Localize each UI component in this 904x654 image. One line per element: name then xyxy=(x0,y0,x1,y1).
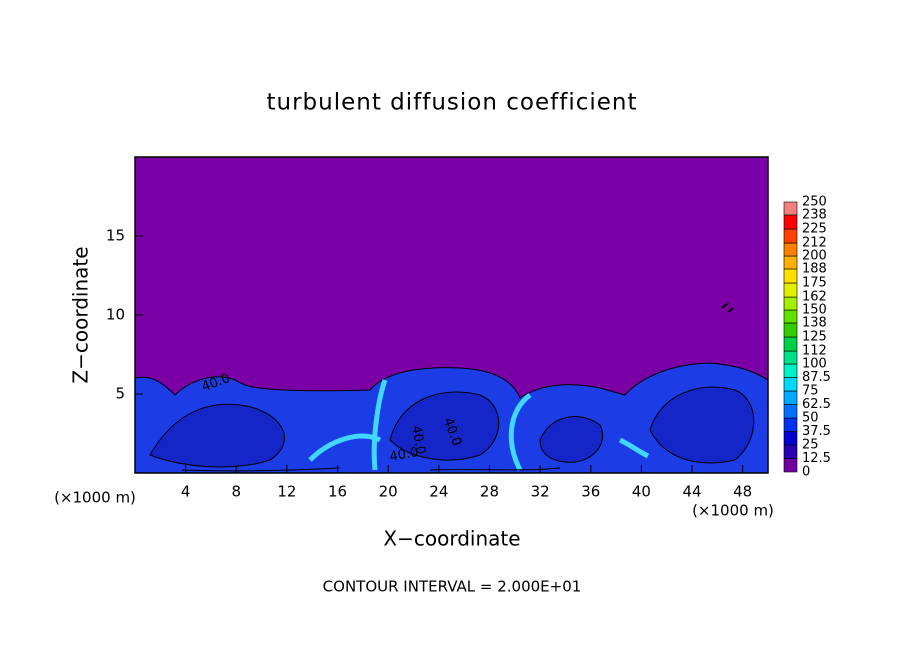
colorbar-segment xyxy=(783,282,798,298)
colorbar-segment xyxy=(783,377,798,392)
x-tick-label: 20 xyxy=(379,483,398,501)
colorbar-label: 212 xyxy=(802,236,827,251)
x-tick-label: 32 xyxy=(531,483,550,501)
colorbar-segment xyxy=(783,350,798,365)
field-eddy xyxy=(149,403,285,468)
field-eddy xyxy=(539,416,603,463)
x-tick-label: 24 xyxy=(429,483,448,501)
x-axis-label: X−coordinate xyxy=(383,527,520,551)
colorbar-segment xyxy=(783,336,798,352)
contour-label: 40.0 xyxy=(388,445,419,465)
x-tick-label: 28 xyxy=(480,483,499,501)
colorbar-label: 87.5 xyxy=(802,370,831,385)
field-streak xyxy=(308,379,650,472)
footer: CONTOUR INTERVAL = 2.000E+01 xyxy=(323,578,582,596)
x-tick-label: 8 xyxy=(232,483,242,501)
x-tick-label: 48 xyxy=(733,483,752,501)
colorbar-segment xyxy=(783,214,798,230)
field-eddy xyxy=(649,386,755,464)
colorbar-segment xyxy=(783,268,798,284)
colorbar-segment xyxy=(783,309,798,324)
colorbar-label: 200 xyxy=(802,249,827,264)
colorbar-label: 125 xyxy=(802,330,827,345)
x-tick-label: 40 xyxy=(632,483,651,501)
colorbar-label: 100 xyxy=(802,357,827,372)
colorbar-segment xyxy=(783,417,798,432)
colorbar-label: 238 xyxy=(802,207,827,222)
colorbar-segment xyxy=(783,296,798,311)
colorbar-segment xyxy=(783,255,798,270)
y-tick-label: 10 xyxy=(106,306,125,324)
field xyxy=(134,157,769,474)
x-unit: (×1000 m) xyxy=(692,502,774,520)
colorbar-segment xyxy=(783,322,798,338)
colorbar-segment xyxy=(783,458,798,473)
colorbar-label: 0 xyxy=(802,465,810,480)
field-eddy xyxy=(389,391,500,461)
colorbar-label: 250 xyxy=(802,195,827,210)
field-contour xyxy=(181,467,561,472)
colorbar-label: 62.5 xyxy=(802,397,831,412)
colorbar-label: 37.5 xyxy=(802,424,831,439)
y-axis-label: Z−coordinate xyxy=(69,246,93,383)
x-tick-label: 4 xyxy=(181,483,191,501)
y-tick-label: 5 xyxy=(115,385,125,403)
colorbar-segment xyxy=(783,201,798,216)
colorbar-segment xyxy=(783,404,798,419)
colorbar-segment xyxy=(783,444,798,459)
colorbar-label: 75 xyxy=(802,384,819,399)
colorbar-label: 112 xyxy=(802,344,827,359)
x-tick-label: 44 xyxy=(682,483,701,501)
chart-title: turbulent diffusion coefficient xyxy=(266,90,637,116)
x-tick-label: 16 xyxy=(328,483,347,501)
colorbar-label: 12.5 xyxy=(802,451,831,466)
y-tick-label: 15 xyxy=(106,227,125,245)
field-speck xyxy=(721,302,734,313)
colorbar-label: 150 xyxy=(802,303,827,318)
colorbar-segment xyxy=(783,242,798,257)
colorbar-segment xyxy=(783,228,798,244)
colorbar-label: 225 xyxy=(802,222,827,237)
colorbar-label: 175 xyxy=(802,276,827,291)
contour-label: 40.0 xyxy=(408,424,428,455)
colorbar-segment xyxy=(783,363,798,378)
y-unit: (×1000 m) xyxy=(54,489,136,507)
colorbar-label: 188 xyxy=(802,261,827,276)
x-tick-label: 36 xyxy=(581,483,600,501)
colorbar-segment xyxy=(783,390,798,405)
colorbar-label: 162 xyxy=(802,290,827,305)
colorbar-label: 50 xyxy=(802,411,819,426)
colorbar-segment xyxy=(783,431,798,446)
colorbar-label: 138 xyxy=(802,315,827,330)
x-tick-label: 12 xyxy=(277,483,296,501)
colorbar-label: 25 xyxy=(802,438,819,453)
